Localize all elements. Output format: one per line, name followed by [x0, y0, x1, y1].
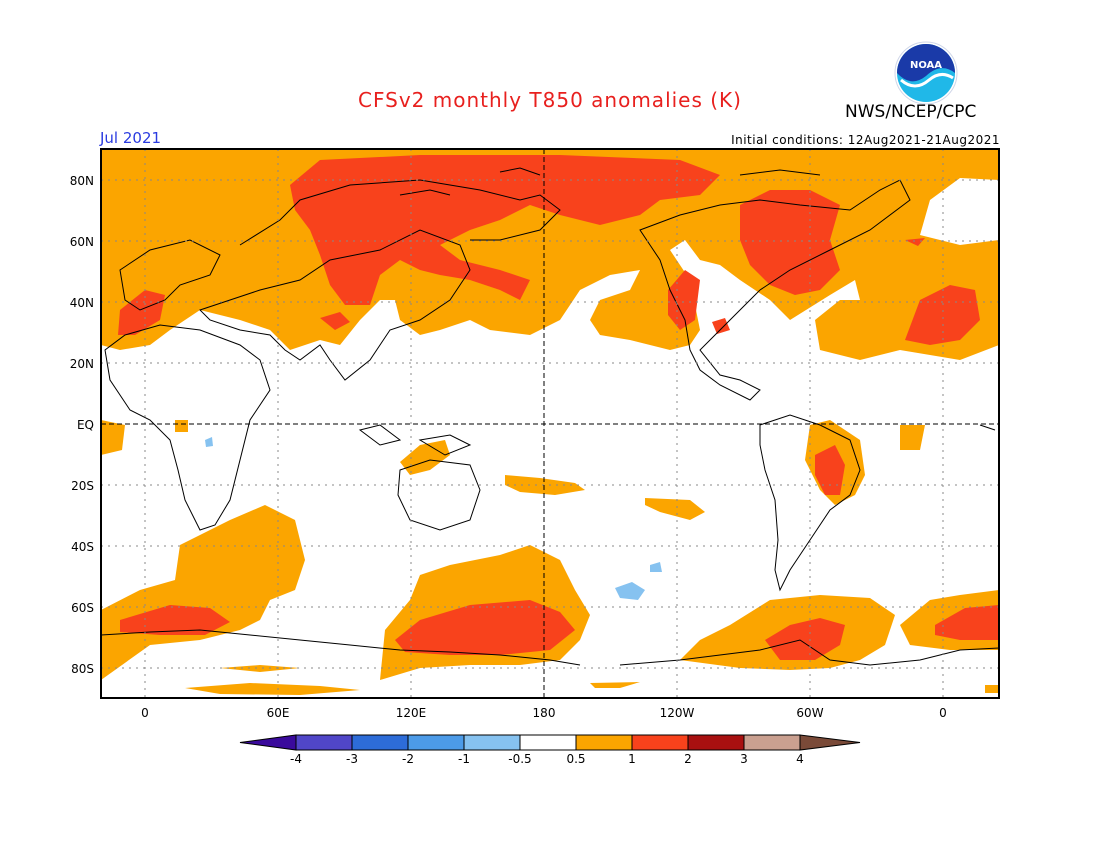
strong-warm-anomaly-areas — [118, 155, 999, 660]
initial-conditions-label: Initial conditions: 12Aug2021-21Aug2021 — [731, 133, 1000, 147]
lat-label: 20N — [70, 357, 94, 371]
colorbar-swatch — [351, 734, 409, 751]
colorbar-label: 3 — [740, 752, 748, 766]
colorbar-swatch — [743, 734, 801, 751]
lat-label: 60S — [71, 601, 94, 615]
colorbar-swatch — [631, 734, 689, 751]
colorbar-swatch — [407, 734, 465, 751]
lat-label: 40S — [71, 540, 94, 554]
colorbar-label: 4 — [796, 752, 804, 766]
colorbar-swatch — [519, 734, 577, 751]
org-label: NWS/NCEP/CPC — [845, 102, 977, 122]
colorbar-label: -0.5 — [508, 752, 531, 766]
coastlines — [101, 167, 999, 666]
cool-anomaly-areas — [205, 437, 662, 600]
colorbar-swatch — [687, 734, 745, 751]
lat-label: 40N — [70, 296, 94, 310]
anomaly-fields — [101, 149, 999, 695]
lon-label: 60E — [267, 706, 290, 720]
chart-title: CFSv2 monthly T850 anomalies (K) — [358, 88, 742, 112]
lon-label: 180 — [533, 706, 556, 720]
colorbar-label: -4 — [290, 752, 302, 766]
month-label: Jul 2021 — [100, 129, 162, 147]
colorbar — [239, 734, 861, 751]
colorbar-label: -3 — [346, 752, 358, 766]
lat-label: EQ — [77, 418, 94, 432]
lon-label: 60W — [796, 706, 823, 720]
map-frame — [100, 148, 1000, 699]
equator-dateline — [101, 149, 999, 698]
lon-label: 120W — [660, 706, 695, 720]
colorbar-arrow-left — [239, 734, 297, 751]
colorbar-label: 1 — [628, 752, 636, 766]
colorbar-arrow-right — [799, 734, 861, 751]
lat-labels: 80N 60N 40N 20N EQ 20S 40S 60S 80S — [70, 174, 94, 676]
lat-label: 80N — [70, 174, 94, 188]
lat-label: 60N — [70, 235, 94, 249]
colorbar-swatch — [295, 734, 353, 751]
logo-text: NOAA — [910, 60, 942, 71]
lon-labels: 0 60E 120E 180 120W 60W 0 — [141, 706, 947, 720]
noaa-logo: NOAA — [893, 40, 959, 106]
lon-label: 0 — [939, 706, 947, 720]
lat-label: 20S — [71, 479, 94, 493]
lon-label: 120E — [396, 706, 427, 720]
colorbar-label: 2 — [684, 752, 692, 766]
colorbar-swatch — [463, 734, 521, 751]
lat-label: 80S — [71, 662, 94, 676]
colorbar-label: 0.5 — [566, 752, 585, 766]
colorbar-label: -2 — [402, 752, 414, 766]
colorbar-swatch — [575, 734, 633, 751]
colorbar-labels: -4 -3 -2 -1 -0.5 0.5 1 2 3 4 — [290, 752, 804, 766]
lon-label: 0 — [141, 706, 149, 720]
colorbar-label: -1 — [458, 752, 470, 766]
